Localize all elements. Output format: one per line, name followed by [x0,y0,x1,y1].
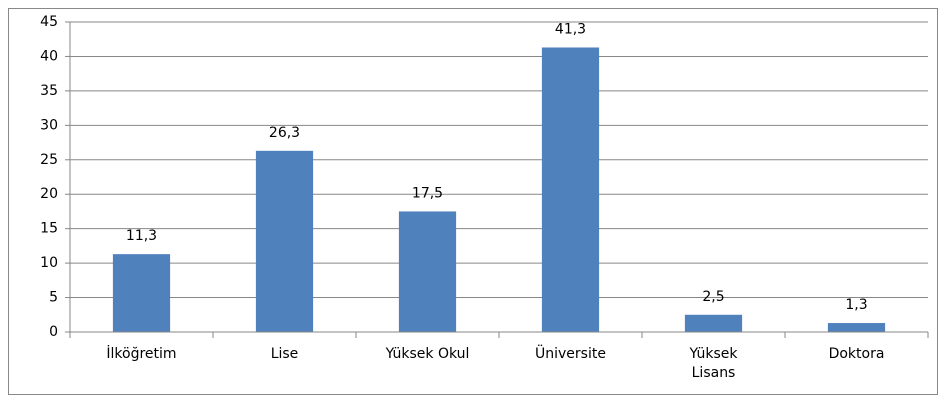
x-tick-label: Yüksek Okul [385,346,470,362]
data-label: 1,3 [845,297,867,313]
data-label: 41,3 [555,21,586,37]
x-tick-label: Üniversite [535,346,606,362]
y-tick-label: 45 [40,14,58,30]
x-tick-label: Lise [270,346,299,362]
data-label: 2,5 [702,289,724,305]
y-tick-label: 10 [40,255,58,271]
bar [398,211,457,332]
chart-frame [8,8,938,395]
y-tick-label: 40 [40,48,58,64]
bar [541,47,600,332]
y-tick-label: 15 [40,221,58,237]
x-tick-label: Doktora [828,346,885,362]
data-label: 11,3 [126,228,157,244]
bar [255,150,314,332]
y-tick-label: 35 [40,83,58,99]
y-tick-label: 20 [40,186,58,202]
bar [684,314,743,332]
x-tick-label: İlköğretim [106,346,177,362]
data-label: 26,3 [269,125,300,141]
y-tick-label: 5 [49,290,58,306]
x-tick-label: Yüksek Lisans [689,346,738,381]
y-tick-label: 25 [40,152,58,168]
data-label: 17,5 [412,185,443,201]
bar [112,254,171,332]
bar [827,323,886,332]
y-tick-label: 30 [40,117,58,133]
y-tick-label: 0 [49,324,58,340]
